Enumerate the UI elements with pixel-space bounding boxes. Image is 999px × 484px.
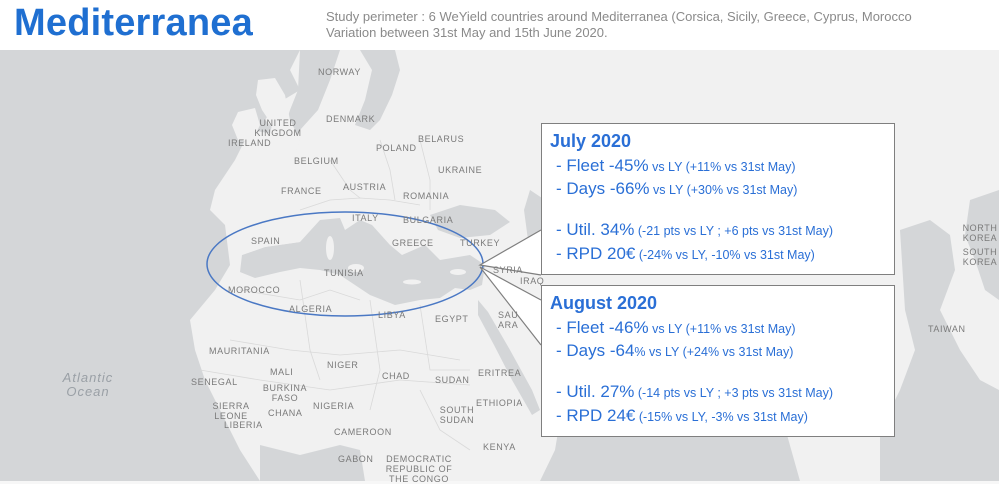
page-subtitle: Study perimeter : 6 WeYield countries ar… [326,9,996,41]
label-denmark: DENMARK [326,114,376,124]
label-tunisia: TUNISIA [324,268,364,278]
label-libya: LIBYA [378,310,406,320]
great-britain-land [256,78,300,152]
subtitle-line-2: Variation between 31st May and 15th June… [326,25,608,40]
callout-july-rpd: - RPD 20€ (-24% vs LY, -10% vs 31st May) [556,244,815,264]
label-north-korea: NORTH KOREA [962,223,998,243]
label-egypt: EGYPT [435,314,469,324]
callout-august-title: August 2020 [550,293,658,313]
callout-july-2020: July 2020 - Fleet -45% vs LY (+11% vs 31… [541,123,895,275]
sea-of-japan-water [965,190,999,300]
label-burkina-faso: BURKINA FASO [262,383,308,403]
label-south-korea: SOUTH KOREA [962,247,998,267]
label-sierra-leone: SIERRA LEONE [212,401,250,421]
atlantic-ocean-water [0,50,300,481]
label-belgium: BELGIUM [294,156,339,166]
callout-july-util: - Util. 34% (-21 pts vs LY ; +6 pts vs 3… [556,220,833,240]
callout-august-rpd: - RPD 24€ (-15% vs LY, -3% vs 31st May) [556,406,808,426]
label-saudi-arabia: SAU ARA [498,310,519,330]
label-syria: SYRIA [493,265,524,275]
days-value: - Days -64 [556,341,635,360]
fleet-detail: vs LY (+11% vs 31st May) [648,322,796,336]
red-sea-water [478,300,540,415]
callout-july-days: - Days -66% vs LY (+30% vs 31st May) [556,179,797,199]
label-united-kingdom: UNITED KINGDOM [254,118,302,138]
label-belarus: BELARUS [418,134,465,144]
label-dr-congo: DEMOCRATIC REPUBLIC OF THE CONGO [385,454,453,484]
label-cameroon: CAMEROON [334,427,392,437]
label-romania: ROMANIA [403,191,450,201]
label-eritrea: ERITREA [478,368,522,378]
baltic-sea-water [355,50,400,130]
label-liberia: LIBERIA [224,420,263,430]
util-value: - Util. 27% [556,382,635,401]
callout-august-days: - Days -64% vs LY (+24% vs 31st May) [556,341,793,361]
label-south-sudan: SOUTH SUDAN [439,405,475,425]
subtitle-line-1: Study perimeter : 6 WeYield countries ar… [326,9,912,24]
util-value: - Util. 34% [556,220,635,239]
label-nigeria: NIGERIA [313,401,355,411]
days-detail: % vs LY (+24% vs 31st May) [634,345,794,359]
page-title: Mediterranea [14,2,253,44]
rpd-value: - RPD 24€ [556,406,636,425]
callout-august-util: - Util. 27% (-14 pts vs LY ; +3 pts vs 3… [556,382,833,402]
fleet-value: - Fleet -45% [556,156,649,175]
sicily-land [348,264,364,272]
label-turkey: TURKEY [460,238,501,248]
callout-august-2020: August 2020 - Fleet -46% vs LY (+11% vs … [541,285,895,437]
corsica-sardinia-land [326,236,334,260]
callout-july-title: July 2020 [550,131,632,151]
mediterranean-sea-water [240,218,485,305]
label-poland: POLAND [376,143,417,153]
header: Mediterranea Study perimeter : 6 WeYield… [0,0,999,50]
label-senegal: SENEGAL [191,377,238,387]
util-detail: (-14 pts vs LY ; +3 pts vs 31st May) [634,386,833,400]
label-bulgaria: BULGARIA [403,215,454,225]
east-asia-sea-water [880,220,999,481]
label-norway: NORWAY [318,67,361,77]
label-austria: AUSTRIA [343,182,387,192]
label-chana: CHANA [268,408,303,418]
label-niger: NIGER [327,360,359,370]
label-taiwan: TAIWAN [928,324,966,334]
label-france: FRANCE [281,186,322,196]
callout-august-fleet: - Fleet -46% vs LY (+11% vs 31st May) [556,318,796,338]
rpd-detail: (-24% vs LY, -10% vs 31st May) [635,248,815,262]
label-mali: MALI [270,367,294,377]
label-chad: CHAD [382,371,410,381]
fleet-detail: vs LY (+11% vs 31st May) [648,160,796,174]
label-spain: SPAIN [251,236,281,246]
label-atlantic-ocean: Atlantic Ocean [62,370,114,399]
label-ethiopia: ETHIOPIA [476,398,523,408]
callout-pointer-august [479,266,542,346]
north-sea-water [282,50,340,145]
label-italy: ITALY [352,213,379,223]
map[interactable]: NORWAY DENMARK UNITED KINGDOM IRELAND BE… [0,50,999,484]
iberia-land [226,195,300,255]
rpd-detail: (-15% vs LY, -3% vs 31st May) [635,410,808,424]
fleet-value: - Fleet -46% [556,318,649,337]
ireland-land [232,108,260,142]
label-algeria: ALGERIA [289,304,333,314]
rpd-value: - RPD 20€ [556,244,636,263]
label-ireland: IRELAND [228,138,272,148]
util-detail: (-21 pts vs LY ; +6 pts vs 31st May) [634,224,833,238]
label-kenya: KENYA [483,442,516,452]
cyprus-land [450,269,466,275]
label-iraq: IRAQ [520,276,545,286]
label-ukraine: UKRAINE [438,165,483,175]
days-value: - Days -66% [556,179,650,198]
gulf-of-guinea-water [260,445,365,481]
callout-july-fleet: - Fleet -45% vs LY (+11% vs 31st May) [556,156,796,176]
callout-pointer-july [478,229,542,276]
label-greece: GREECE [392,238,434,248]
label-gabon: GABON [338,454,374,464]
days-detail: vs LY (+30% vs 31st May) [649,183,798,197]
label-mauritania: MAURITANIA [209,346,270,356]
label-sudan: SUDAN [435,375,470,385]
country-borders [199,139,471,451]
label-morocco: MOROCCO [228,285,281,295]
crete-land [403,279,421,285]
